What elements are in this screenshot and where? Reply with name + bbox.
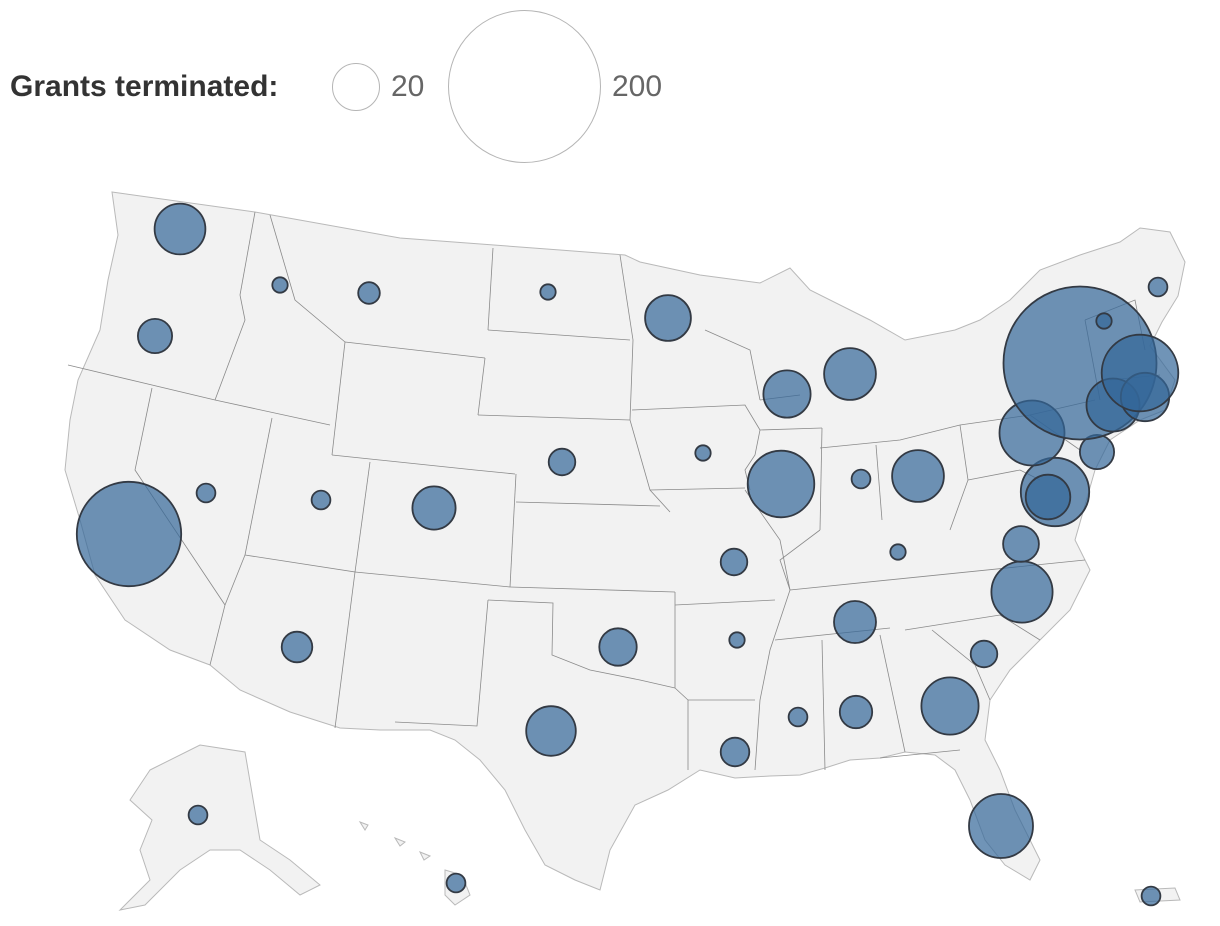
legend-small-label: 20 bbox=[391, 70, 425, 103]
bubble-north-carolina[interactable] bbox=[990, 560, 1054, 624]
legend-small-circle bbox=[332, 63, 380, 111]
alaska-land bbox=[118, 744, 321, 911]
bubble-missouri[interactable] bbox=[719, 547, 749, 577]
bubble-michigan[interactable] bbox=[823, 347, 877, 401]
bubble-louisiana[interactable] bbox=[719, 736, 751, 768]
bubble-puerto-rico[interactable] bbox=[1140, 885, 1162, 907]
bubble-south-carolina[interactable] bbox=[969, 639, 999, 669]
us-map bbox=[64, 191, 1186, 911]
bubble-delaware[interactable] bbox=[1024, 473, 1072, 521]
bubble-nebraska[interactable] bbox=[547, 447, 577, 477]
bubble-ohio[interactable] bbox=[891, 449, 945, 503]
bubble-utah[interactable] bbox=[310, 489, 332, 511]
legend-large-label: 200 bbox=[612, 70, 663, 103]
bubble-north-dakota[interactable] bbox=[539, 283, 557, 301]
bubble-oklahoma[interactable] bbox=[598, 627, 638, 667]
bubble-idaho[interactable] bbox=[271, 276, 289, 294]
bubble-alabama[interactable] bbox=[838, 694, 874, 730]
bubble-oregon[interactable] bbox=[136, 317, 173, 354]
bubble-layer bbox=[75, 202, 1180, 907]
bubble-colorado[interactable] bbox=[411, 485, 457, 531]
bubble-minnesota[interactable] bbox=[644, 294, 692, 342]
bubble-maine[interactable] bbox=[1147, 276, 1169, 298]
bubble-wisconsin[interactable] bbox=[762, 369, 812, 419]
hawaii-small-islands bbox=[358, 821, 432, 861]
bubble-kentucky[interactable] bbox=[889, 543, 907, 561]
bubble-nevada[interactable] bbox=[195, 482, 217, 504]
bubble-iowa[interactable] bbox=[694, 444, 712, 462]
bubble-georgia[interactable] bbox=[920, 676, 980, 736]
legend-large-circle bbox=[448, 10, 601, 163]
bubble-vermont[interactable] bbox=[1095, 312, 1113, 330]
bubble-washington[interactable] bbox=[153, 202, 207, 256]
bubble-florida[interactable] bbox=[968, 793, 1034, 859]
bubble-indiana[interactable] bbox=[850, 468, 872, 490]
bubble-california[interactable] bbox=[75, 480, 183, 588]
bubble-illinois[interactable] bbox=[746, 449, 816, 519]
bubble-mississippi[interactable] bbox=[787, 706, 809, 728]
bubble-arkansas[interactable] bbox=[728, 631, 746, 649]
contiguous-us-land bbox=[64, 191, 1186, 891]
bubble-arizona[interactable] bbox=[280, 630, 314, 664]
legend-title: Grants terminated: bbox=[10, 70, 279, 103]
bubble-virginia[interactable] bbox=[1002, 525, 1040, 563]
bubble-hawaii[interactable] bbox=[445, 872, 467, 894]
bubble-massachusetts[interactable] bbox=[1100, 333, 1180, 413]
bubble-montana[interactable] bbox=[357, 281, 381, 305]
state-borders bbox=[67, 211, 1161, 771]
bubble-texas[interactable] bbox=[525, 705, 577, 757]
bubble-tennessee[interactable] bbox=[833, 600, 877, 644]
bubble-alaska[interactable] bbox=[187, 804, 209, 826]
size-legend: Grants terminated: 20 200 bbox=[0, 0, 700, 170]
